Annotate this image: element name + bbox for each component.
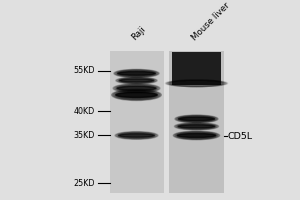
Ellipse shape	[121, 133, 152, 138]
Ellipse shape	[119, 86, 154, 91]
Ellipse shape	[181, 117, 212, 121]
Bar	[110, 51, 164, 193]
Ellipse shape	[122, 79, 152, 83]
Ellipse shape	[175, 115, 218, 123]
Text: Raji: Raji	[130, 24, 148, 42]
Ellipse shape	[119, 133, 154, 138]
Text: 35KD: 35KD	[73, 131, 94, 140]
Ellipse shape	[119, 79, 154, 82]
Text: CD5L: CD5L	[228, 132, 253, 141]
Ellipse shape	[169, 80, 224, 87]
Bar	[110, 80, 164, 94]
Ellipse shape	[118, 85, 155, 92]
Ellipse shape	[176, 132, 217, 139]
Ellipse shape	[170, 80, 223, 87]
Bar	[169, 136, 224, 151]
Ellipse shape	[117, 78, 156, 84]
Bar	[110, 65, 164, 80]
Text: 25KD: 25KD	[73, 179, 94, 188]
Ellipse shape	[178, 125, 215, 128]
Ellipse shape	[114, 69, 159, 77]
Ellipse shape	[117, 86, 156, 90]
Ellipse shape	[118, 72, 155, 75]
Ellipse shape	[180, 133, 213, 138]
Bar	[110, 151, 164, 165]
Ellipse shape	[176, 123, 217, 130]
Ellipse shape	[166, 80, 228, 87]
Bar	[169, 108, 224, 122]
Ellipse shape	[118, 132, 155, 139]
Ellipse shape	[112, 89, 161, 100]
Ellipse shape	[120, 71, 153, 76]
Bar	[169, 179, 224, 193]
Bar	[110, 165, 164, 179]
Ellipse shape	[168, 80, 225, 87]
Bar	[110, 136, 164, 151]
Ellipse shape	[117, 70, 156, 77]
Ellipse shape	[113, 84, 160, 93]
Text: Mouse liver: Mouse liver	[190, 1, 232, 42]
Bar	[169, 80, 224, 94]
Ellipse shape	[178, 124, 215, 129]
Bar	[110, 108, 164, 122]
Ellipse shape	[118, 71, 154, 76]
Text: 55KD: 55KD	[73, 66, 94, 75]
Bar	[169, 51, 224, 65]
Ellipse shape	[178, 116, 215, 122]
Ellipse shape	[118, 134, 154, 137]
Ellipse shape	[113, 90, 160, 100]
Ellipse shape	[116, 70, 158, 77]
Ellipse shape	[175, 123, 218, 130]
Ellipse shape	[181, 124, 212, 129]
Bar	[110, 51, 164, 65]
Ellipse shape	[179, 124, 214, 129]
Bar	[169, 94, 224, 108]
Ellipse shape	[178, 132, 215, 138]
Bar	[169, 165, 224, 179]
Ellipse shape	[119, 78, 154, 83]
Bar	[110, 179, 164, 193]
Ellipse shape	[116, 132, 157, 139]
Ellipse shape	[115, 84, 158, 92]
Ellipse shape	[179, 116, 214, 122]
Ellipse shape	[115, 90, 158, 99]
Ellipse shape	[175, 132, 218, 139]
Ellipse shape	[116, 92, 157, 97]
Bar	[110, 122, 164, 136]
Ellipse shape	[176, 115, 217, 122]
Ellipse shape	[177, 134, 216, 137]
Bar	[169, 122, 224, 136]
Bar	[172, 52, 221, 85]
Bar	[169, 51, 224, 193]
Ellipse shape	[178, 117, 214, 121]
Bar	[169, 151, 224, 165]
Bar	[110, 94, 164, 108]
Bar	[169, 65, 224, 80]
Ellipse shape	[116, 77, 157, 84]
Ellipse shape	[118, 92, 154, 98]
Ellipse shape	[115, 132, 158, 139]
Ellipse shape	[120, 78, 153, 83]
Text: 40KD: 40KD	[73, 107, 94, 116]
Ellipse shape	[117, 91, 156, 99]
Ellipse shape	[167, 80, 226, 87]
Ellipse shape	[173, 131, 220, 140]
Ellipse shape	[116, 85, 157, 92]
